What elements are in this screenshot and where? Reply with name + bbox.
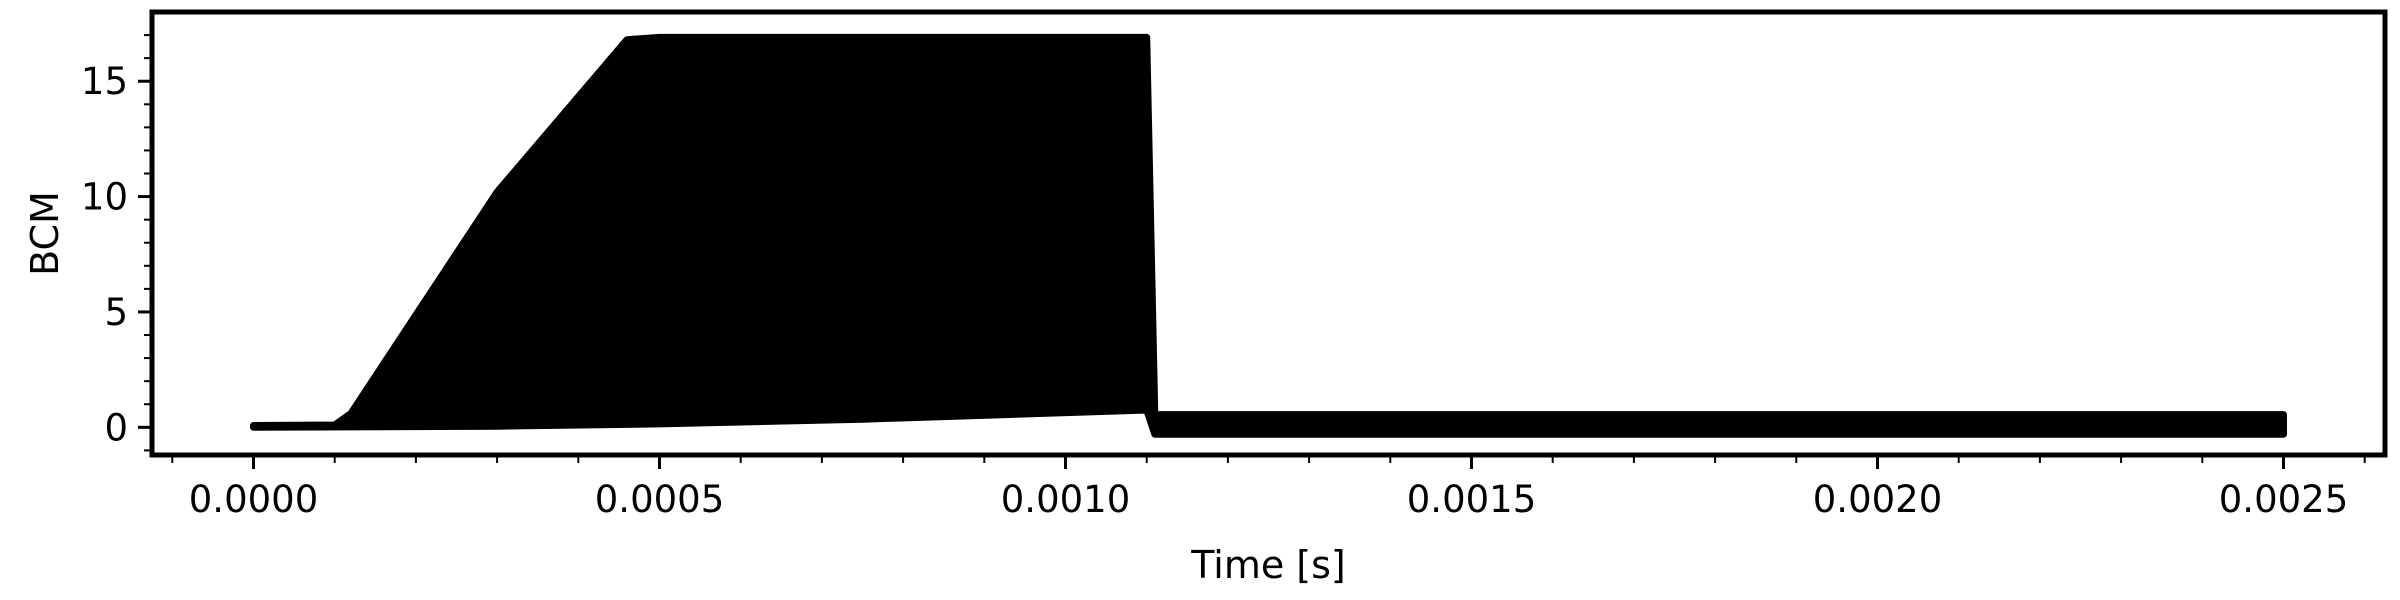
- x-tick-label: 0.0015: [1407, 478, 1536, 521]
- y-tick-label: 5: [104, 291, 128, 334]
- plot-area: [250, 33, 2287, 438]
- y-tick-label: 10: [81, 176, 128, 219]
- x-axis-label: Time [s]: [1190, 543, 1346, 587]
- y-tick-label: 15: [81, 60, 128, 103]
- x-tick-label: 0.0005: [595, 478, 724, 521]
- y-axis-label: BCM: [23, 191, 67, 276]
- plot-frame: [149, 9, 2388, 458]
- x-tick-label: 0.0010: [1001, 478, 1130, 521]
- series-0-signal: [250, 33, 2287, 438]
- x-tick-label: 0.0000: [189, 478, 318, 521]
- y-tick-label: 0: [104, 406, 128, 449]
- x-tick-label: 0.0020: [1813, 478, 1942, 521]
- x-tick-label: 0.0025: [2219, 478, 2348, 521]
- axis-ticks: 0.0000 0.0005 0.0010 0.0015 0.0020 0.0025 0 5 10…: [81, 34, 2366, 521]
